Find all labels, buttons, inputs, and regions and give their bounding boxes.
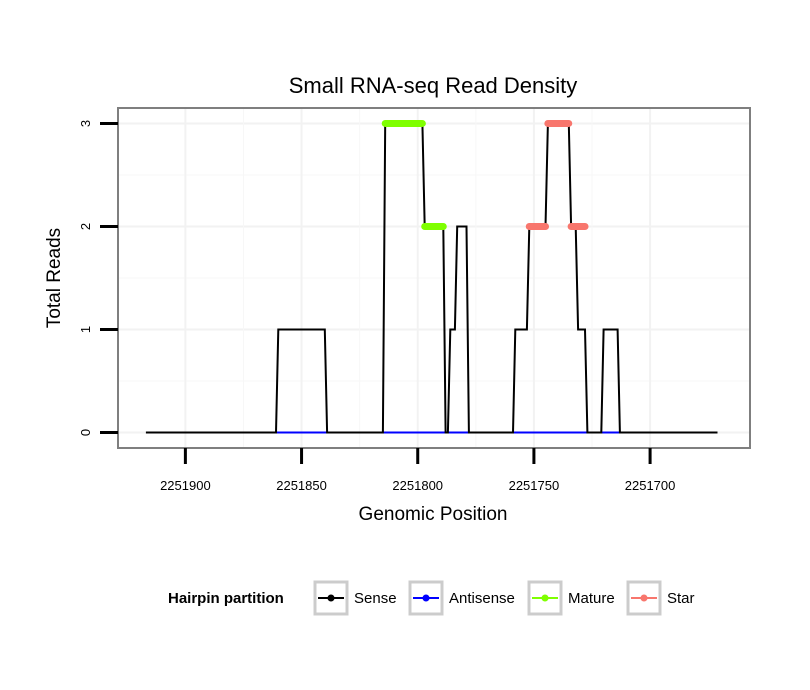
y-tick-label: 0 bbox=[78, 429, 93, 436]
legend-item-mature: Mature bbox=[527, 580, 615, 616]
legend: Hairpin partition Sense Antisense Mature St… bbox=[168, 580, 695, 616]
legend-label: Mature bbox=[568, 590, 615, 607]
y-axis-label: Total Reads bbox=[44, 228, 65, 328]
star-series bbox=[525, 119, 589, 230]
x-tick-label: 2251900 bbox=[160, 478, 211, 493]
axes: 2251900 2251850 2251800 2251750 2251700 0 1 2 3 bbox=[78, 120, 675, 493]
legend-key-point bbox=[640, 594, 648, 602]
y-tick-label: 2 bbox=[78, 223, 93, 230]
legend-title: Hairpin partition bbox=[168, 590, 284, 607]
plot-panel-border bbox=[117, 107, 751, 449]
mature-series bbox=[381, 119, 447, 230]
x-axis-label: Genomic Position bbox=[359, 504, 508, 525]
legend-label: Sense bbox=[354, 590, 397, 607]
x-tick-label: 2251750 bbox=[509, 478, 560, 493]
y-tick-label: 1 bbox=[78, 326, 93, 333]
y-tick-label: 3 bbox=[78, 120, 93, 127]
legend-item-star: Star bbox=[626, 580, 695, 616]
legend-item-sense: Sense bbox=[313, 580, 397, 616]
legend-key-point bbox=[541, 594, 549, 602]
legend-item-antisense: Antisense bbox=[408, 580, 515, 616]
legend-key-point bbox=[327, 594, 335, 602]
x-tick-label: 2251850 bbox=[276, 478, 327, 493]
x-tick-label: 2251800 bbox=[392, 478, 443, 493]
legend-label: Star bbox=[667, 590, 695, 607]
chart-title: Small RNA-seq Read Density bbox=[289, 73, 578, 98]
x-tick-label: 2251700 bbox=[625, 478, 676, 493]
legend-label: Antisense bbox=[449, 590, 515, 607]
legend-key-point bbox=[422, 594, 430, 602]
series-layer bbox=[145, 119, 718, 434]
